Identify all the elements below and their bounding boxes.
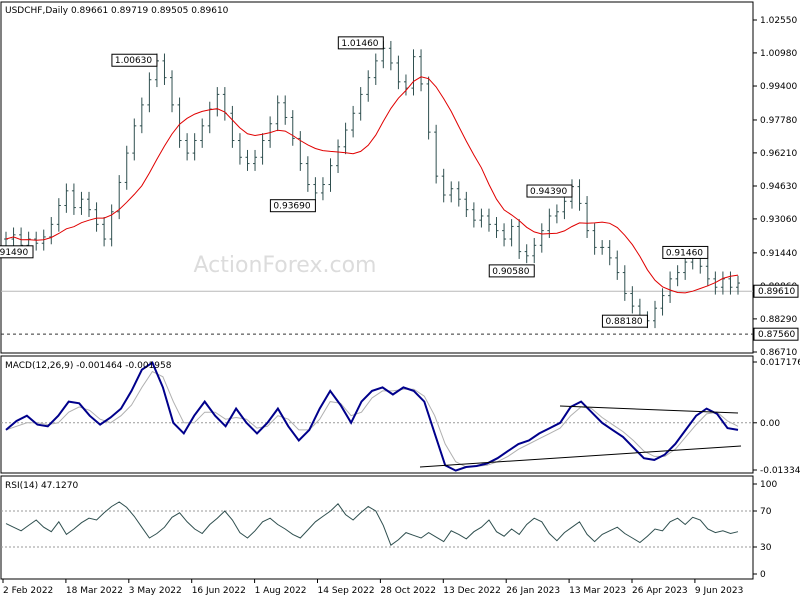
price-tick-label: 1.02550: [760, 16, 797, 26]
price-annotations: 1.00630 1.01460 0.93690 0.94390 0.90580 0.914…: [0, 36, 709, 328]
price-tick-label: 0.94630: [760, 182, 797, 192]
x-axis: 2 Feb 2022 18 Mar 2022 3 May 2022 16 Jun 20…: [2, 579, 743, 596]
rsi-line: [5, 501, 739, 546]
price-y-axis: 1.02550 1.00980 0.99400 0.97780 0.96210 0.946…: [753, 16, 797, 358]
support-price-tag: 0.87560: [753, 327, 799, 341]
rsi-tick-label: 70: [760, 507, 772, 517]
rsi-levels: [1, 510, 753, 548]
price-annotation: 1.00630: [111, 53, 158, 67]
price-annotation: 0.93690: [269, 199, 316, 213]
macd-tick-label: 0.00: [760, 419, 780, 429]
macd-tick-label: -0.01334: [760, 466, 800, 476]
rsi-panel-frame: [0, 475, 754, 580]
annotation-box: [111, 53, 158, 67]
price-annotation: 1.01460: [337, 36, 384, 50]
moving-average-line: [5, 76, 739, 294]
x-tick-label: 14 Sep 2022: [318, 586, 375, 596]
annotation-text: 1.01460: [341, 39, 378, 49]
support-price-tag-text: 0.87560: [758, 330, 795, 340]
annotation-box: [0, 245, 34, 259]
price-annotation: 0.94390: [526, 184, 573, 198]
x-tick-label: 18 Mar 2022: [66, 586, 123, 596]
x-tick-label: 13 Dec 2022: [443, 586, 501, 596]
price-annotation: 0.91460: [662, 245, 709, 259]
macd-tick-label: 0.017176: [760, 358, 800, 368]
last-price-tag: 0.89610: [753, 284, 799, 298]
annotation-text: 0.94390: [530, 187, 567, 197]
x-tick-label: 28 Oct 2022: [380, 586, 436, 596]
price-tick-label: 0.99400: [760, 82, 797, 92]
macd-trendline-lower: [419, 445, 742, 468]
price-tick-label: 0.91440: [760, 249, 797, 259]
price-annotation: 0.88180: [601, 314, 648, 328]
macd-signal-line: [5, 370, 739, 468]
x-tick-label: 1 Aug 2022: [255, 586, 307, 596]
annotation-text: 1.00630: [115, 56, 152, 66]
annotation-text: 0.93690: [273, 202, 310, 212]
x-tick-label: 26 Apr 2023: [632, 586, 688, 596]
annotation-box: [488, 264, 535, 278]
x-tick-label: 2 Feb 2022: [3, 586, 53, 596]
x-tick-label: 26 Jan 2023: [506, 586, 560, 596]
rsi-tick-label: 30: [760, 543, 772, 553]
price-annotation: 0.91490: [0, 245, 34, 259]
price-header: USDCHF,Daily 0.89661 0.89719 0.89505 0.8…: [5, 6, 229, 16]
macd-label: MACD(12,26,9) -0.001464 -0.001958: [5, 361, 172, 371]
annotation-text: 0.91490: [0, 248, 28, 258]
macd-panel: 0.017176 0.00 -0.01334 MACD(12,26,9) -0.00…: [0, 355, 800, 476]
price-tick-label: 0.93060: [760, 215, 797, 225]
annotation-box: [601, 314, 648, 328]
rsi-tick-label: 100: [760, 480, 777, 490]
annotation-box: [269, 199, 316, 213]
x-tick-label: 9 Jun 2023: [695, 586, 743, 596]
x-tick-label: 16 Jun 2022: [192, 586, 246, 596]
price-bars: [4, 40, 740, 329]
annotation-box: [526, 184, 573, 198]
x-tick-label: 3 May 2022: [129, 586, 182, 596]
last-price-tag-text: 0.89610: [758, 287, 795, 297]
rsi-tick-label: 0: [760, 570, 766, 580]
annotation-box: [662, 245, 709, 259]
price-tick-label: 0.88290: [760, 315, 797, 325]
x-tick-label: 13 Mar 2023: [569, 586, 626, 596]
rsi-label: RSI(14) 47.1270: [5, 481, 78, 491]
macd-line: [5, 361, 739, 472]
annotation-text: 0.91460: [666, 248, 703, 258]
price-tick-label: 1.00980: [760, 49, 797, 59]
price-tick-label: 0.96210: [760, 149, 797, 159]
price-tick-label: 0.97780: [760, 116, 797, 126]
rsi-y-axis: 100 70 30 0: [753, 480, 777, 580]
rsi-panel: 100 70 30 0 RSI(14) 47.1270: [0, 475, 777, 580]
annotation-text: 0.88180: [605, 317, 642, 327]
annotation-text: 0.90580: [492, 267, 529, 277]
support-price-tag-box: [753, 327, 799, 341]
macd-y-axis: 0.017176 0.00 -0.01334: [753, 358, 800, 476]
watermark: ActionForex.com: [194, 253, 377, 278]
macd-trendline-upper: [559, 405, 739, 414]
price-tick-label: 0.86710: [760, 348, 797, 358]
price-annotation: 0.90580: [488, 264, 535, 278]
last-price-tag-box: [753, 284, 799, 298]
price-panel: ActionForex.com 1.02550 1.00980 0.99400 0.9…: [0, 1, 799, 358]
annotation-box: [337, 36, 384, 50]
